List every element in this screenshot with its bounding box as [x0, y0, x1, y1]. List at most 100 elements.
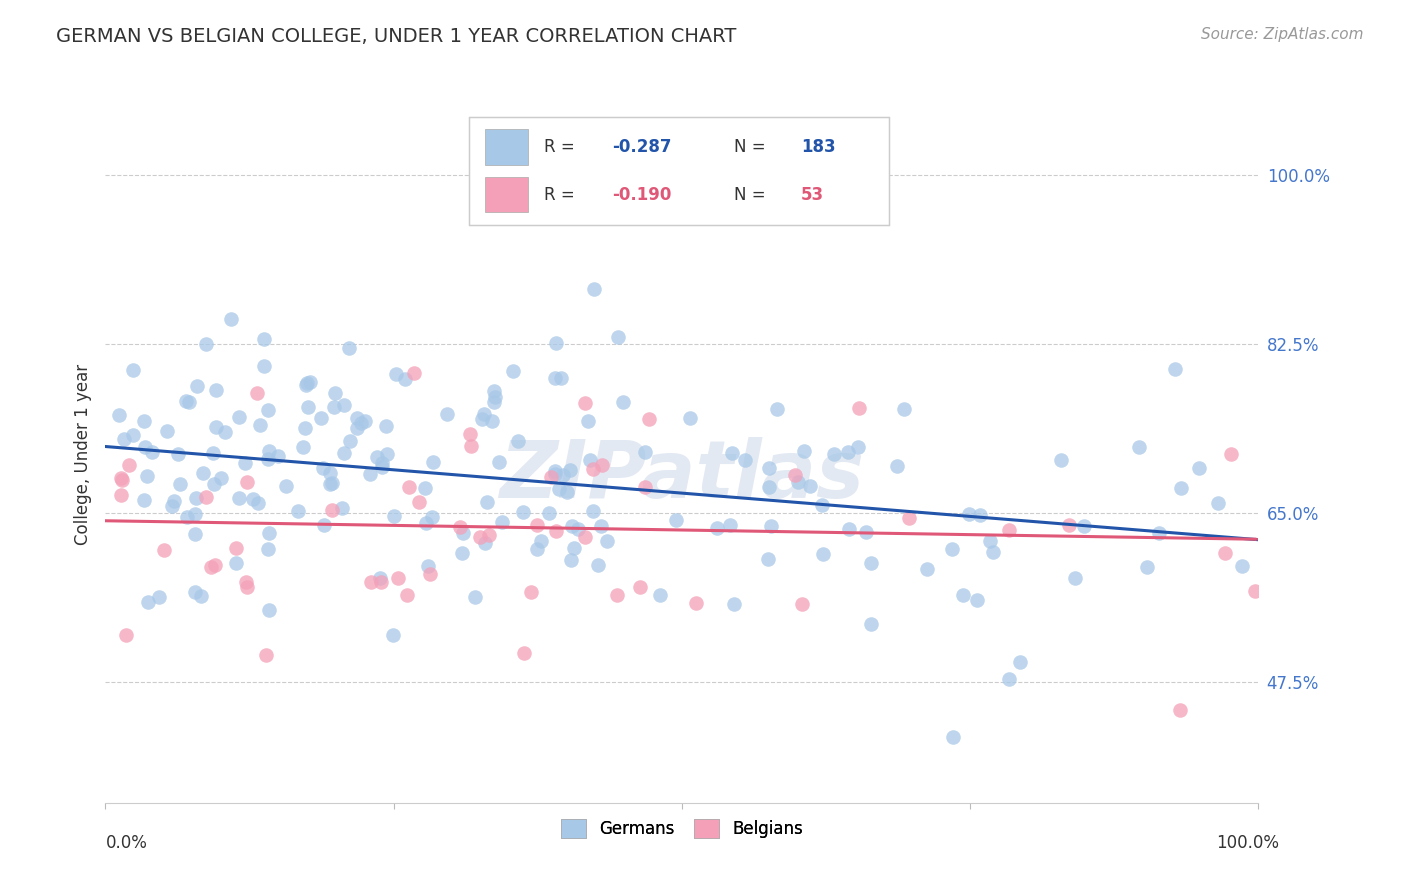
Point: [530, 534, 553, 549]
Point: [574, 530, 596, 544]
Point: [228, 491, 250, 505]
Point: [526, 518, 548, 533]
Point: [184, 527, 207, 541]
Point: [576, 414, 599, 428]
Point: [561, 518, 583, 533]
Point: [321, 503, 343, 517]
Point: [637, 411, 659, 425]
Point: [474, 535, 496, 549]
Point: [253, 332, 276, 346]
Point: [886, 459, 908, 474]
Point: [1244, 583, 1267, 598]
Point: [162, 499, 184, 513]
Point: [979, 533, 1001, 548]
Point: [257, 444, 280, 458]
Point: [276, 479, 298, 493]
Point: [491, 515, 513, 529]
Point: [141, 445, 163, 459]
Point: [236, 580, 259, 594]
Point: [259, 603, 281, 617]
Point: [471, 412, 494, 426]
Point: [413, 481, 436, 495]
Point: [118, 458, 141, 473]
Point: [394, 372, 416, 386]
Point: [200, 560, 222, 574]
Point: [257, 542, 280, 557]
Point: [811, 547, 834, 561]
Point: [860, 556, 883, 570]
Point: [685, 596, 707, 610]
Point: [257, 402, 280, 417]
Point: [595, 533, 617, 548]
Point: [846, 440, 869, 454]
Point: [634, 445, 657, 459]
Point: [384, 368, 406, 382]
Point: [482, 384, 505, 398]
Point: [793, 444, 815, 458]
Point: [544, 336, 567, 351]
Point: [472, 407, 495, 421]
Y-axis label: College, Under 1 year: College, Under 1 year: [73, 364, 91, 546]
Point: [665, 513, 688, 527]
Point: [368, 571, 391, 585]
Point: [544, 467, 567, 481]
Point: [855, 525, 877, 540]
Legend: Germans, Belgians: Germans, Belgians: [553, 811, 811, 847]
Point: [205, 419, 228, 434]
Point: [398, 479, 420, 493]
Point: [981, 545, 1004, 559]
Point: [574, 395, 596, 409]
Point: [548, 483, 571, 497]
Point: [148, 590, 170, 604]
Point: [387, 571, 409, 585]
Point: [225, 556, 247, 570]
Point: [235, 574, 257, 589]
Point: [526, 542, 548, 557]
Point: [897, 511, 920, 525]
Point: [1164, 361, 1187, 376]
Point: [718, 518, 741, 533]
Point: [163, 493, 186, 508]
Point: [408, 495, 430, 509]
Point: [371, 460, 394, 475]
Point: [860, 617, 883, 632]
Point: [136, 595, 159, 609]
Point: [451, 526, 474, 541]
Point: [567, 522, 589, 536]
Point: [838, 522, 860, 536]
Point: [111, 473, 134, 487]
Point: [266, 449, 288, 463]
Point: [512, 646, 534, 660]
Point: [586, 558, 609, 573]
Point: [291, 440, 314, 454]
Point: [422, 455, 444, 469]
Point: [169, 477, 191, 491]
Point: [318, 466, 340, 480]
Point: [540, 470, 562, 484]
Point: [837, 445, 859, 459]
Point: [377, 447, 399, 461]
Point: [202, 477, 225, 491]
Point: [382, 508, 405, 523]
Point: [1008, 655, 1031, 669]
Point: [346, 411, 368, 425]
Point: [1206, 496, 1229, 510]
Point: [420, 510, 443, 524]
Point: [966, 592, 988, 607]
Point: [204, 558, 226, 572]
Point: [396, 588, 419, 602]
Point: [121, 363, 143, 377]
Point: [484, 390, 506, 404]
Point: [1220, 446, 1243, 460]
Point: [787, 475, 810, 489]
Point: [1059, 518, 1081, 533]
Point: [734, 453, 756, 467]
Point: [246, 385, 269, 400]
Point: [591, 458, 613, 472]
Point: [766, 402, 789, 417]
Point: [893, 401, 915, 416]
Point: [297, 400, 319, 414]
Point: [253, 359, 276, 373]
Point: [153, 543, 176, 558]
Text: 100.0%: 100.0%: [1216, 834, 1279, 852]
